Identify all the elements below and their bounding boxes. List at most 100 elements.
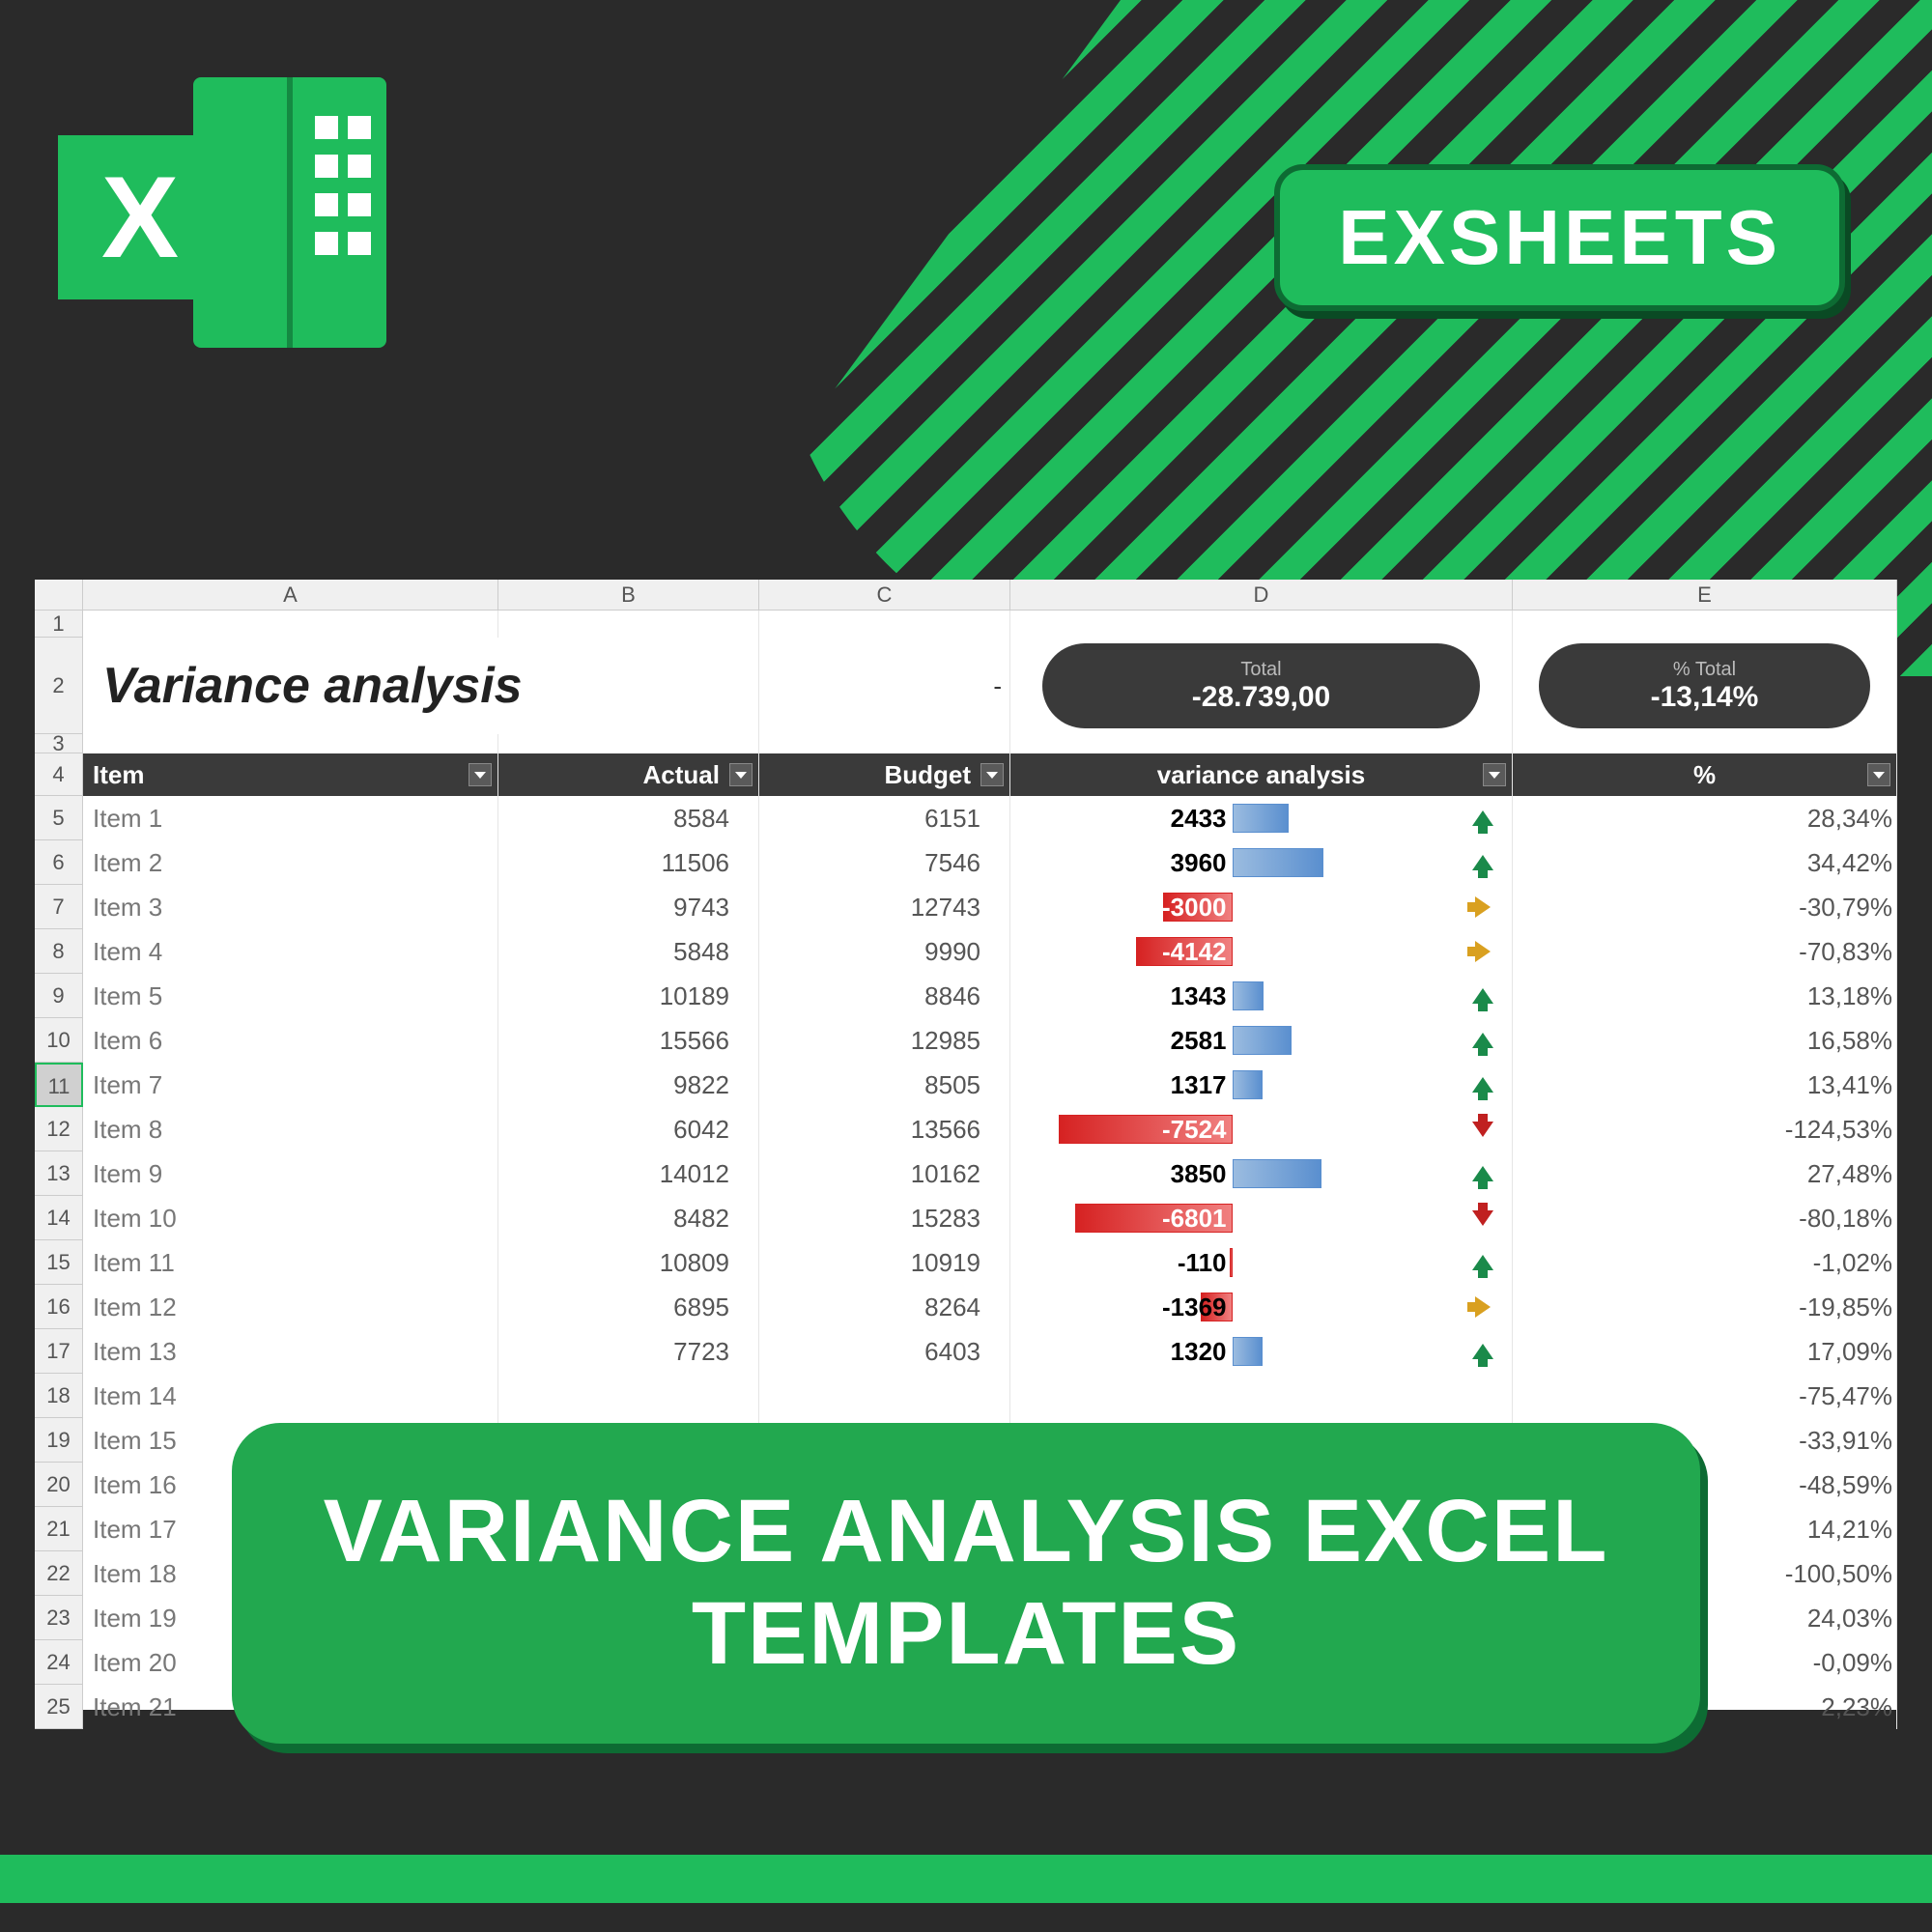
item-cell[interactable]: Item 12: [83, 1285, 498, 1329]
actual-cell[interactable]: 6895: [498, 1285, 759, 1329]
percent-cell[interactable]: 13,41%: [1513, 1063, 1897, 1107]
table-header[interactable]: Actual: [498, 753, 759, 796]
row-number[interactable]: 20: [35, 1463, 83, 1507]
actual-cell[interactable]: 10809: [498, 1240, 759, 1285]
row-number[interactable]: 14: [35, 1196, 83, 1240]
budget-cell[interactable]: 6403: [759, 1329, 1010, 1374]
budget-cell[interactable]: 8846: [759, 974, 1010, 1018]
table-header[interactable]: %: [1513, 753, 1897, 796]
variance-cell[interactable]: 1317: [1010, 1063, 1513, 1107]
variance-cell[interactable]: 1320: [1010, 1329, 1513, 1374]
budget-cell[interactable]: 10162: [759, 1151, 1010, 1196]
actual-cell[interactable]: 5848: [498, 929, 759, 974]
item-cell[interactable]: Item 9: [83, 1151, 498, 1196]
column-header-A[interactable]: A: [83, 580, 498, 610]
actual-cell[interactable]: 9822: [498, 1063, 759, 1107]
filter-dropdown-icon[interactable]: [729, 763, 753, 786]
budget-cell[interactable]: 12985: [759, 1018, 1010, 1063]
item-cell[interactable]: Item 5: [83, 974, 498, 1018]
percent-cell[interactable]: 16,58%: [1513, 1018, 1897, 1063]
item-cell[interactable]: Item 2: [83, 840, 498, 885]
row-number[interactable]: 16: [35, 1285, 83, 1329]
item-cell[interactable]: Item 10: [83, 1196, 498, 1240]
row-number[interactable]: 17: [35, 1329, 83, 1374]
budget-cell[interactable]: 13566: [759, 1107, 1010, 1151]
row-number[interactable]: 21: [35, 1507, 83, 1551]
actual-cell[interactable]: 8482: [498, 1196, 759, 1240]
row-number[interactable]: 22: [35, 1551, 83, 1596]
budget-cell[interactable]: 12743: [759, 885, 1010, 929]
row-number[interactable]: 7: [35, 885, 83, 929]
variance-cell[interactable]: 3960: [1010, 840, 1513, 885]
percent-cell[interactable]: 28,34%: [1513, 796, 1897, 840]
budget-cell[interactable]: [759, 1374, 1010, 1418]
row-number[interactable]: 25: [35, 1685, 83, 1729]
filter-dropdown-icon[interactable]: [1867, 763, 1890, 786]
variance-cell[interactable]: 2581: [1010, 1018, 1513, 1063]
actual-cell[interactable]: 15566: [498, 1018, 759, 1063]
row-number[interactable]: 13: [35, 1151, 83, 1196]
item-cell[interactable]: Item 4: [83, 929, 498, 974]
filter-dropdown-icon[interactable]: [980, 763, 1004, 786]
actual-cell[interactable]: 7723: [498, 1329, 759, 1374]
filter-dropdown-icon[interactable]: [469, 763, 492, 786]
item-cell[interactable]: Item 13: [83, 1329, 498, 1374]
row-number[interactable]: 4: [35, 753, 83, 796]
column-header-E[interactable]: E: [1513, 580, 1897, 610]
percent-cell[interactable]: 34,42%: [1513, 840, 1897, 885]
row-number[interactable]: 8: [35, 929, 83, 974]
row-number[interactable]: 24: [35, 1640, 83, 1685]
table-header[interactable]: Budget: [759, 753, 1010, 796]
row-number[interactable]: 3: [35, 734, 83, 753]
percent-cell[interactable]: -80,18%: [1513, 1196, 1897, 1240]
variance-cell[interactable]: -110: [1010, 1240, 1513, 1285]
percent-cell[interactable]: -124,53%: [1513, 1107, 1897, 1151]
row-number[interactable]: 9: [35, 974, 83, 1018]
budget-cell[interactable]: 15283: [759, 1196, 1010, 1240]
percent-cell[interactable]: -30,79%: [1513, 885, 1897, 929]
percent-cell[interactable]: 17,09%: [1513, 1329, 1897, 1374]
item-cell[interactable]: Item 14: [83, 1374, 498, 1418]
budget-cell[interactable]: 9990: [759, 929, 1010, 974]
percent-cell[interactable]: -19,85%: [1513, 1285, 1897, 1329]
column-header-B[interactable]: B: [498, 580, 759, 610]
column-header-C[interactable]: C: [759, 580, 1010, 610]
row-number[interactable]: 19: [35, 1418, 83, 1463]
row-number[interactable]: 11: [35, 1063, 83, 1107]
row-number[interactable]: 23: [35, 1596, 83, 1640]
budget-cell[interactable]: 6151: [759, 796, 1010, 840]
variance-cell[interactable]: -3000: [1010, 885, 1513, 929]
row-number[interactable]: 10: [35, 1018, 83, 1063]
variance-cell[interactable]: -1369: [1010, 1285, 1513, 1329]
select-all-corner[interactable]: [35, 580, 83, 610]
row-number[interactable]: 1: [35, 611, 83, 638]
row-number[interactable]: 2: [35, 638, 83, 734]
actual-cell[interactable]: 6042: [498, 1107, 759, 1151]
actual-cell[interactable]: 8584: [498, 796, 759, 840]
row-number[interactable]: 6: [35, 840, 83, 885]
column-header-D[interactable]: D: [1010, 580, 1513, 610]
table-header[interactable]: variance analysis: [1010, 753, 1513, 796]
percent-cell[interactable]: -70,83%: [1513, 929, 1897, 974]
budget-cell[interactable]: 7546: [759, 840, 1010, 885]
item-cell[interactable]: Item 1: [83, 796, 498, 840]
actual-cell[interactable]: 10189: [498, 974, 759, 1018]
item-cell[interactable]: Item 3: [83, 885, 498, 929]
variance-cell[interactable]: [1010, 1374, 1513, 1418]
item-cell[interactable]: Item 8: [83, 1107, 498, 1151]
variance-cell[interactable]: 1343: [1010, 974, 1513, 1018]
table-header[interactable]: Item: [83, 753, 498, 796]
percent-cell[interactable]: 13,18%: [1513, 974, 1897, 1018]
row-number[interactable]: 5: [35, 796, 83, 840]
actual-cell[interactable]: 14012: [498, 1151, 759, 1196]
variance-cell[interactable]: 2433: [1010, 796, 1513, 840]
variance-cell[interactable]: -4142: [1010, 929, 1513, 974]
percent-cell[interactable]: -1,02%: [1513, 1240, 1897, 1285]
variance-cell[interactable]: -6801: [1010, 1196, 1513, 1240]
row-number[interactable]: 18: [35, 1374, 83, 1418]
budget-cell[interactable]: 8505: [759, 1063, 1010, 1107]
item-cell[interactable]: Item 6: [83, 1018, 498, 1063]
row-number[interactable]: 12: [35, 1107, 83, 1151]
variance-cell[interactable]: -7524: [1010, 1107, 1513, 1151]
percent-cell[interactable]: -75,47%: [1513, 1374, 1897, 1418]
